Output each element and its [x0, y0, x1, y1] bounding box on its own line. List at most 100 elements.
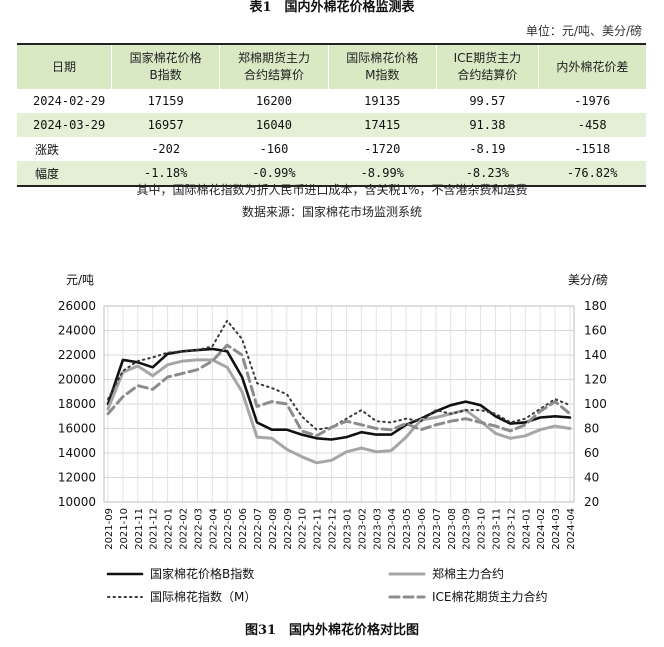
x-tick-label: 2023-12: [506, 508, 517, 550]
table-cell: -160: [259, 142, 289, 156]
x-tick-label: 2022-04: [208, 508, 219, 550]
table-cell: -8.19: [469, 142, 506, 156]
table-row: 2024-02-29 17159 16200 19135 99.57 -1976: [17, 89, 646, 113]
x-tick-label: 2022-06: [238, 508, 249, 550]
table-cell: -1518: [574, 142, 611, 156]
x-tick-label: 2021-11: [134, 508, 145, 550]
table-cell: 19135: [364, 94, 401, 108]
y2-tick-label: 160: [584, 324, 607, 338]
x-tick-label: 2024-01: [521, 508, 532, 550]
x-tick-label: 2022-12: [328, 508, 339, 550]
x-tick-label: 2022-11: [313, 508, 324, 550]
y-tick-label: 18000: [58, 397, 96, 411]
table-cell: -1976: [574, 94, 611, 108]
table-cell: 17415: [328, 113, 437, 137]
x-tick-label: 2023-01: [342, 508, 353, 550]
x-tick-label: 2023-04: [387, 508, 398, 550]
col-header-ice: ICE期货主力 合约结算价: [435, 44, 539, 89]
y2-tick-label: 100: [584, 397, 607, 411]
table-cell: -1720: [364, 142, 401, 156]
x-tick-label: 2023-10: [477, 508, 488, 550]
table-cell: -76.82%: [538, 161, 646, 186]
y2-tick-label: 140: [584, 348, 607, 362]
x-tick-label: 2023-08: [447, 508, 458, 550]
y2-tick-label: 20: [584, 495, 599, 509]
x-tick-label: 2022-01: [164, 508, 175, 550]
table-row: 2024-03-29 16957 16040 17415 91.38 -458: [17, 113, 646, 137]
data-source-note: 数据来源：国家棉花市场监测系统: [241, 205, 422, 219]
y2-tick-label: 60: [584, 446, 599, 460]
y2-axis-title: 美分/磅: [568, 272, 608, 287]
x-tick-label: 2023-06: [417, 508, 428, 550]
y-tick-label: 10000: [58, 495, 96, 509]
x-tick-label: 2023-03: [372, 508, 383, 550]
table-cell: 2024-02-29: [33, 94, 106, 108]
y2-tick-label: 120: [584, 373, 607, 387]
y-tick-label: 14000: [58, 446, 96, 460]
x-tick-label: 2022-10: [298, 508, 309, 550]
col-header-b-index: 国家棉花价格 B指数: [110, 44, 220, 89]
y2-tick-label: 80: [584, 422, 599, 436]
y-tick-label: 26000: [58, 299, 96, 313]
series-line-m_index: [107, 319, 571, 431]
legend-label-b_index: 国家棉花价格B指数: [150, 566, 254, 581]
table-cell: 幅度: [17, 161, 112, 186]
y-tick-label: 24000: [58, 324, 96, 338]
table-cell: -458: [538, 113, 646, 137]
table-cell: -8.23%: [436, 161, 539, 186]
x-tick-label: 2022-02: [179, 508, 190, 550]
unit-note: 单位：元/吨、美分/磅: [525, 24, 642, 38]
x-tick-label: 2021-10: [119, 508, 130, 550]
legend-label-m_index: 国际棉花指数（M）: [150, 589, 256, 604]
col-header-spread: 内外棉花价差: [537, 44, 646, 89]
x-tick-label: 2024-03: [551, 508, 562, 550]
x-tick-label: 2024-04: [566, 508, 577, 550]
y2-tick-label: 40: [584, 471, 599, 485]
series-line-ice: [106, 343, 572, 438]
y-tick-label: 20000: [58, 373, 96, 387]
table-cell: -1.18%: [111, 161, 220, 186]
x-tick-label: 2021-12: [149, 508, 160, 550]
table-footnote: 其中，国际棉花指数为折人民币进口成本，含关税1%，不含港杂费和运费: [136, 183, 528, 197]
x-tick-label: 2022-07: [253, 508, 264, 550]
x-tick-label: 2023-09: [462, 508, 473, 550]
y-tick-label: 22000: [58, 348, 96, 362]
table-cell: 99.57: [469, 94, 506, 108]
x-tick-label: 2022-03: [193, 508, 204, 550]
plot-area-border: [103, 305, 575, 503]
table-cell: 涨跌: [35, 142, 60, 157]
col-header-date: 日期: [17, 44, 112, 89]
price-table: 日期 国家棉花价格 B指数 郑棉期货主力 合约结算价 国际棉花价格 M指数 ICE期货…: [17, 43, 646, 187]
legend-label-ice: ICE棉花期货主力合约: [432, 589, 548, 604]
table-cell: -0.99%: [219, 161, 329, 186]
table-cell: 91.38: [436, 113, 539, 137]
col-header-m-index: 国际棉花价格 M指数: [327, 44, 437, 89]
y-tick-label: 16000: [58, 422, 96, 436]
col-header-zce: 郑棉期货主力 合约结算价: [219, 44, 329, 89]
x-tick-label: 2021-09: [104, 508, 115, 550]
x-tick-label: 2024-02: [536, 508, 547, 550]
figure-title: 图31 国内外棉花价格对比图: [244, 623, 420, 638]
table-cell: 2024-03-29: [17, 113, 112, 137]
price-comparison-chart: 10000 12000 14000 16000 18000 20000 22000 24000…: [58, 272, 608, 604]
table-cell: 16040: [219, 113, 329, 137]
x-tick-label: 2023-07: [432, 508, 443, 550]
x-tick-label: 2023-11: [491, 508, 502, 550]
x-tick-label: 2023-05: [402, 508, 413, 550]
table-cell: 16957: [111, 113, 220, 137]
table-header-row: 日期 国家棉花价格 B指数 郑棉期货主力 合约结算价 国际棉花价格 M指数 ICE期货…: [17, 44, 646, 89]
table-row: 涨跌 -202 -160 -1720 -8.19 -1518: [17, 137, 646, 161]
y-tick-label: 12000: [58, 471, 96, 485]
x-tick-label: 2022-08: [268, 508, 279, 550]
table-row: 幅度 -1.18% -0.99% -8.99% -8.23% -76.82%: [17, 161, 646, 186]
table-cell: 17159: [147, 94, 184, 108]
x-tick-label: 2022-09: [283, 508, 294, 550]
table-title: 表1 国内外棉花价格监测表: [249, 0, 415, 15]
legend-label-zce: 郑棉主力合约: [432, 566, 504, 581]
table-cell: 16200: [255, 94, 292, 108]
y-axis-title: 元/吨: [66, 273, 94, 287]
series-line-zce: [106, 358, 572, 465]
y2-tick-label: 180: [584, 299, 607, 313]
x-tick-label: 2023-02: [357, 508, 368, 550]
table-cell: -202: [151, 142, 181, 156]
